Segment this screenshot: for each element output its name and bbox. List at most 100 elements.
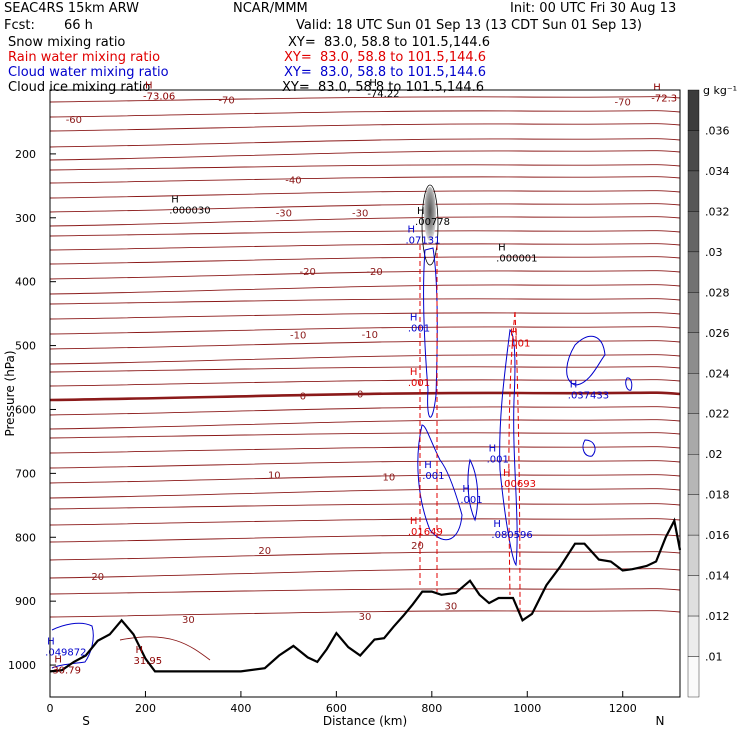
plot-frame — [49, 89, 681, 698]
max-marker: H — [510, 327, 518, 338]
isotherm-label: -20 — [300, 267, 316, 278]
hydrometeor-contours — [51, 184, 633, 669]
isotherm-line — [49, 176, 681, 184]
colorbar-segment — [687, 332, 700, 374]
isotherm-line — [49, 488, 681, 499]
isotherm-line — [49, 298, 681, 305]
isotherm-line — [49, 110, 681, 118]
colorbar-label: .014 — [705, 570, 730, 583]
colorbar-segment — [687, 251, 700, 293]
isotherm-label: 20 — [91, 572, 104, 583]
isotherm-label: 30 — [182, 615, 195, 626]
isotherm-label: 20 — [411, 541, 424, 552]
isotherm-label: 10 — [382, 473, 395, 484]
colorbar-segment — [687, 615, 700, 657]
max-value-label: .000030 — [169, 205, 210, 216]
max-value-label: .001 — [408, 378, 430, 389]
cloud-water-contour-dot — [625, 377, 633, 391]
max-marker: H — [369, 78, 377, 89]
max-marker: H — [489, 444, 497, 455]
colorbar-label: .02 — [705, 448, 723, 461]
max-marker: H — [54, 654, 62, 665]
isotherm-line — [49, 256, 681, 265]
isotherm-line — [49, 366, 681, 373]
isotherm-label: 30 — [359, 612, 372, 623]
colorbar-label: .024 — [705, 367, 730, 380]
max-marker: H — [424, 460, 432, 471]
colorbar-segment — [687, 413, 700, 455]
max-value-label: .080596 — [491, 530, 532, 541]
max-marker: H — [47, 637, 55, 648]
isotherm-line — [49, 503, 681, 510]
x-tick-label: 600 — [326, 702, 347, 715]
x-tick-label: 200 — [135, 702, 156, 715]
max-marker: H — [410, 313, 418, 324]
x-tick-label: 800 — [421, 702, 442, 715]
terrain-line — [49, 517, 682, 673]
isotherm-label: 0 — [300, 391, 306, 402]
isotherm-line — [49, 340, 681, 350]
max-value-label: .037433 — [568, 391, 609, 402]
colorbar-segment — [687, 170, 700, 212]
x-tick-label: 1000 — [513, 702, 541, 715]
y-tick-label: 700 — [15, 467, 36, 480]
colorbar-segment — [687, 494, 700, 536]
isotherm-line — [49, 243, 681, 251]
max-marker: H — [417, 206, 425, 217]
max-value-label: 31.95 — [133, 656, 162, 667]
rain-contour-main — [419, 245, 438, 592]
max-value-label: .001 — [460, 495, 482, 506]
colorbar-unit: g kg⁻¹ — [703, 84, 737, 97]
y-tick-label: 500 — [15, 340, 36, 353]
colorbar-segment — [687, 454, 700, 495]
max-value-label: -72.3 — [651, 94, 677, 105]
isotherm-label: 10 — [268, 471, 281, 482]
colorbar-segment — [687, 534, 700, 576]
y-tick-label: 400 — [15, 276, 36, 289]
colorbar-segment — [687, 130, 700, 172]
max-value-label: .000001 — [496, 253, 537, 264]
max-and-contour-labels: -70 -70 -60 -40 -30 -30 -20 -20 -10 -10 0 0 10 10 20 20… — [45, 78, 677, 676]
isotherm-label: -70 — [615, 98, 631, 109]
colorbar-label: .026 — [705, 327, 730, 340]
colorbar-label: .012 — [705, 610, 730, 623]
isotherm-label: -40 — [285, 175, 301, 186]
max-value-label: .001 — [422, 471, 444, 482]
north-label: N — [656, 714, 665, 728]
isotherm-label: 20 — [258, 546, 271, 557]
isotherm-line — [49, 312, 681, 320]
max-value-label: .00778 — [415, 217, 450, 228]
colorbar-segment — [687, 373, 700, 414]
isotherm-line — [49, 270, 681, 280]
x-tick-label: 1200 — [609, 702, 637, 715]
model-title: SEAC4RS 15km ARW — [4, 1, 140, 16]
cloud-water-contour-east — [499, 328, 518, 567]
init-time: Init: 00 UTC Fri 30 Aug 13 — [510, 1, 677, 16]
max-marker: H — [410, 367, 418, 378]
y-tick-label: 900 — [15, 595, 36, 608]
cloud-water-contour-low — [417, 424, 463, 541]
max-marker: H — [145, 81, 153, 92]
isotherm-label: -70 — [218, 96, 234, 107]
isotherm-line — [49, 354, 681, 365]
max-value-label: .07131 — [406, 235, 441, 246]
colorbar-segment — [687, 89, 700, 131]
rain-contour-east — [508, 311, 521, 613]
colorbar: .036 .034 .032 .03 .028 .026 .024 .022 .02 .018 .0… — [687, 84, 737, 698]
forecast-hour: 66 h — [64, 18, 93, 33]
x-tick-label: 0 — [47, 702, 54, 715]
max-marker: H — [498, 242, 506, 253]
colorbar-segment — [687, 656, 700, 698]
isotherm-line — [49, 432, 681, 439]
cloud-water-contour-small — [582, 439, 596, 457]
isotherm-line — [49, 284, 681, 295]
cloud-ice-maximum — [424, 187, 436, 241]
max-marker: H — [653, 83, 661, 94]
isotherm-line — [49, 534, 681, 543]
field-xy-cloud-ice: XY= 83.0, 58.8 to 101.5,144.6 — [282, 80, 485, 95]
isotherm-line — [49, 164, 681, 171]
x-axis-label: Distance (km) — [323, 714, 407, 728]
field-name-rain: Rain water mixing ratio — [8, 50, 161, 65]
max-marker: H — [570, 380, 578, 391]
